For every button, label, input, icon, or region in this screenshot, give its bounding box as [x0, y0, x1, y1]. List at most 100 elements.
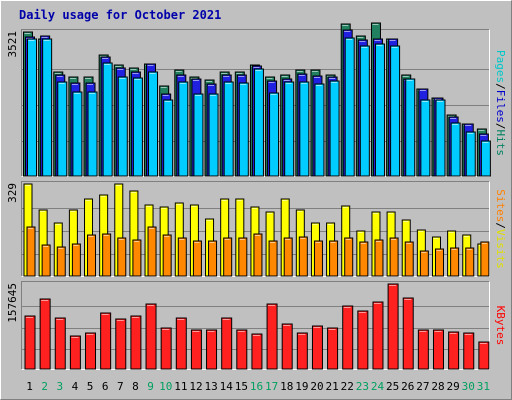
y-max-label: 157645: [6, 283, 19, 323]
bar-kbytes-highlight: [207, 331, 215, 332]
bar-sites-fill: [238, 237, 248, 277]
bar-pages-fill: [102, 62, 113, 177]
bar-sites-fill: [313, 240, 323, 277]
bar-sites: Sites 6: 150: [102, 233, 112, 277]
bar-kbytes-fill: [387, 283, 399, 370]
bar-hits-highlight: [357, 37, 364, 38]
x-tick-label: 26: [401, 380, 414, 393]
x-tick-label: 3: [57, 380, 64, 393]
bar-kbytes-highlight: [419, 331, 427, 332]
bar-sites: Sites 16: 150: [253, 233, 263, 277]
bar-pages-highlight: [164, 101, 171, 102]
bar-pages: Pages 1: 3350: [27, 38, 37, 177]
bar-pages-highlight: [300, 83, 307, 84]
bar-pages-fill: [480, 140, 491, 177]
y-max-label: 3521: [6, 31, 19, 58]
bar-kbytes-highlight: [41, 300, 49, 301]
bar-files-highlight: [162, 95, 169, 96]
bar-pages: Pages 25: 3190: [390, 45, 401, 177]
bar-pages-highlight: [482, 142, 489, 143]
bar-kbytes-highlight: [268, 305, 276, 306]
plot-bevel-dark: [21, 281, 490, 370]
y-axis-label-part: Hits: [494, 130, 507, 157]
bar-pages-highlight: [421, 101, 428, 102]
bar-kbytes: KBytes 31: 51000: [478, 341, 490, 370]
bar-files-highlight: [177, 76, 184, 77]
bar-pages-highlight: [452, 124, 459, 125]
bar-files-highlight: [419, 90, 426, 91]
bar-pages-highlight: [285, 83, 292, 84]
bar-visits-highlight: [221, 200, 227, 201]
x-tick-label: 28: [431, 380, 444, 393]
bar-pages-fill: [390, 45, 401, 177]
bar-visits-highlight: [161, 208, 167, 209]
bar-kbytes-fill: [145, 303, 157, 370]
bar-pages: Pages 6: 2770: [102, 62, 113, 177]
bar-kbytes-fill: [342, 305, 354, 370]
bar-sites: Sites 10: 145: [162, 234, 172, 277]
bar-sites: Sites 5: 145: [87, 234, 97, 277]
bar-sites: Sites 4: 115: [71, 243, 81, 277]
bar-pages: Pages 8: 2390: [132, 77, 143, 177]
bar-files-highlight: [208, 85, 215, 86]
bar-pages: Pages 30: 1070: [465, 131, 476, 177]
bar-pages-fill: [27, 38, 37, 177]
bar-sites: Sites 28: 95: [434, 248, 444, 277]
bar-sites-fill: [450, 247, 460, 277]
bar-kbytes: KBytes 7: 92000: [115, 318, 127, 370]
bar-pages-fill: [420, 99, 431, 177]
bar-pages: Pages 3: 2310: [57, 81, 68, 177]
bar-sites-highlight: [118, 239, 124, 240]
bar-sites-highlight: [406, 243, 412, 244]
x-tick-label: 22: [341, 380, 354, 393]
bar-kbytes-fill: [85, 332, 97, 370]
y-max-label: 329: [6, 183, 19, 203]
bar-files-highlight: [87, 84, 94, 85]
bar-kbytes-fill: [206, 329, 218, 370]
bar-pages-fill: [269, 92, 280, 177]
bar-sites-highlight: [88, 236, 94, 237]
bar-sites-fill: [434, 248, 444, 277]
bar-kbytes: KBytes 11: 94000: [175, 317, 187, 370]
bar-sites-fill: [208, 240, 218, 277]
bar-pages-fill: [374, 43, 385, 177]
x-tick-label: 20: [310, 380, 323, 393]
bar-visits-highlight: [191, 206, 197, 207]
bar-pages-highlight: [134, 79, 141, 80]
bar-kbytes: KBytes 23: 108000: [357, 310, 369, 370]
bars-kbytes: KBytes 1: 98000KBytes 2: 129000KBytes 3:…: [24, 283, 490, 370]
bar-files-highlight: [374, 40, 381, 41]
bar-visits-highlight: [433, 238, 439, 239]
bar-kbytes-highlight: [343, 307, 351, 308]
bar-visits-highlight: [267, 213, 273, 214]
bar-visits-highlight: [463, 236, 469, 237]
bar-sites-fill: [283, 237, 293, 277]
bar-kbytes: KBytes 20: 80000: [311, 325, 323, 370]
bar-kbytes-fill: [100, 312, 112, 370]
bar-kbytes-fill: [463, 332, 475, 370]
bar-pages: Pages 16: 2620: [253, 68, 264, 177]
x-tick-label: 5: [87, 380, 94, 393]
plot-bevel-dark: [21, 29, 490, 177]
bar-sites-highlight: [391, 239, 397, 240]
bar-pages-highlight: [240, 84, 247, 85]
bar-pages-highlight: [179, 83, 186, 84]
bar-pages-fill: [57, 81, 68, 177]
bar-sites-highlight: [375, 241, 381, 242]
bar-pages-highlight: [73, 93, 80, 94]
bar-kbytes-fill: [432, 329, 444, 370]
bar-sites: Sites 7: 135: [117, 237, 127, 277]
bar-visits-highlight: [312, 224, 318, 225]
bar-kbytes-fill: [281, 323, 293, 370]
bar-kbytes: KBytes 28: 72000: [432, 329, 444, 370]
bar-sites-fill: [268, 240, 278, 277]
bar-pages-highlight: [225, 83, 232, 84]
bar-sites: Sites 13: 125: [208, 240, 218, 277]
bar-sites-highlight: [421, 252, 427, 253]
bar-pages-highlight: [255, 70, 262, 71]
x-tick-label: 25: [386, 380, 399, 393]
bar-kbytes: KBytes 30: 66000: [463, 332, 475, 370]
